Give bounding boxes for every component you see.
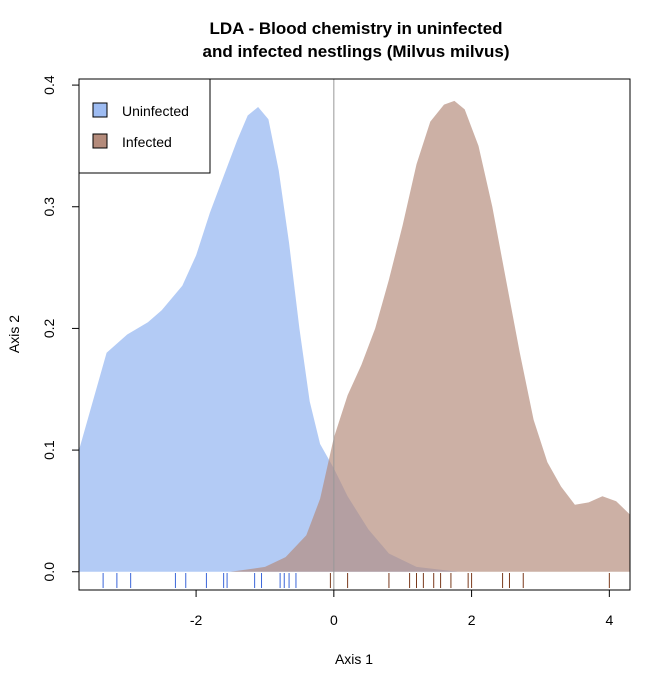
x-tick-label: 4 xyxy=(605,612,613,628)
y-tick-label: 0.1 xyxy=(41,440,57,460)
x-tick-label: 0 xyxy=(330,612,338,628)
legend-label-infected: Infected xyxy=(122,134,172,150)
y-tick-label: 0.4 xyxy=(41,75,57,95)
chart-title-line-1: LDA - Blood chemistry in uninfected xyxy=(209,19,502,38)
plot-frame xyxy=(78,78,631,591)
y-tick-label: 0.2 xyxy=(41,318,57,338)
chart-title-line-2: and infected nestlings (Milvus milvus) xyxy=(203,42,510,61)
x-axis-label: Axis 1 xyxy=(335,651,373,667)
y-tick-label: 0.0 xyxy=(41,562,57,582)
legend-swatch-uninfected xyxy=(92,102,108,118)
plot-area xyxy=(78,78,631,591)
x-tick-label: -2 xyxy=(190,612,203,628)
rug-layer xyxy=(102,573,610,588)
y-axis: 0.0 0.1 0.2 0.3 0.4 xyxy=(41,75,79,581)
density-area-infected xyxy=(79,100,630,572)
legend: Uninfected Infected xyxy=(78,78,211,174)
legend-swatch-infected xyxy=(92,133,108,149)
x-tick-label: 2 xyxy=(468,612,476,628)
legend-label-uninfected: Uninfected xyxy=(122,103,189,119)
legend-box xyxy=(78,78,211,174)
y-tick-label: 0.3 xyxy=(41,197,57,217)
density-layer xyxy=(79,100,630,572)
x-axis: -2 0 2 4 xyxy=(190,590,613,628)
y-axis-label: Axis 2 xyxy=(6,315,22,353)
density-area-uninfected xyxy=(79,107,630,572)
